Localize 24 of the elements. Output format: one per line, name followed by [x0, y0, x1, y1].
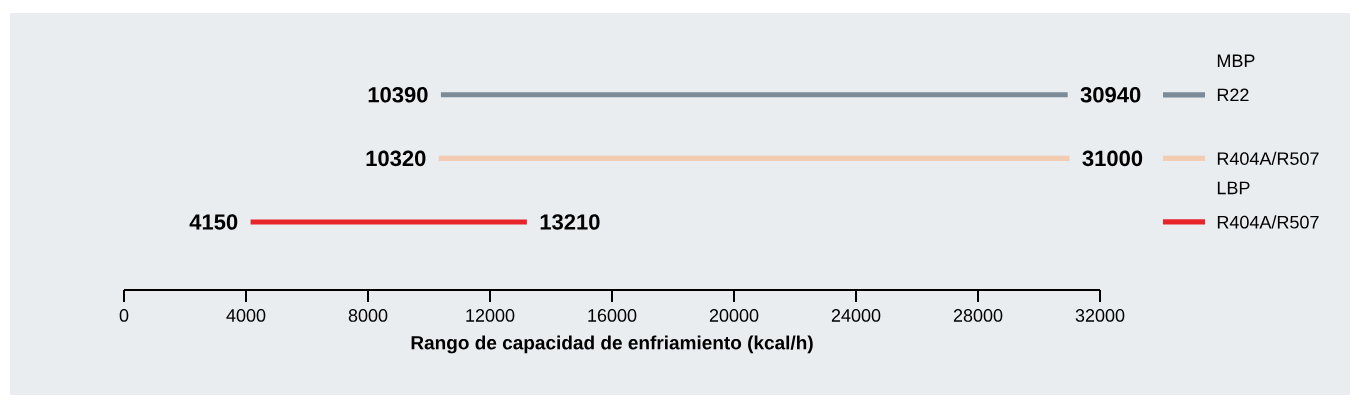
annotation: 10320: [366, 150, 426, 167]
annotation: 30940: [1080, 87, 1141, 103]
text: R22: [1217, 88, 1249, 102]
x-tick-label: 20000: [709, 309, 759, 322]
x-tick-label: 12000: [466, 309, 515, 322]
bar: [250, 219, 527, 225]
text: LBP: [1217, 181, 1250, 195]
bar: [440, 92, 1068, 98]
x-tick-label: 0: [119, 309, 129, 322]
annotation: 4150: [189, 214, 238, 230]
annotation: 31000: [1082, 150, 1143, 167]
text: R404A/R507: [1217, 151, 1319, 165]
annotation: 10390: [368, 87, 428, 103]
x-tick-label: 24000: [831, 309, 881, 322]
x-tick-label: 16000: [588, 309, 637, 322]
text: MBP: [1217, 54, 1255, 67]
x-tick-label: 4000: [226, 309, 266, 322]
x-tick-label: 8000: [348, 309, 388, 322]
bar: [438, 155, 1070, 161]
x-tick-label: 32000: [1075, 309, 1125, 322]
text: R404A/R507: [1217, 215, 1319, 229]
annotation: 13210: [540, 214, 600, 230]
x-axis-title: Rango de capacidad de enfriamiento (kcal/h): [411, 335, 813, 354]
x-tick-label: 28000: [953, 309, 1003, 322]
